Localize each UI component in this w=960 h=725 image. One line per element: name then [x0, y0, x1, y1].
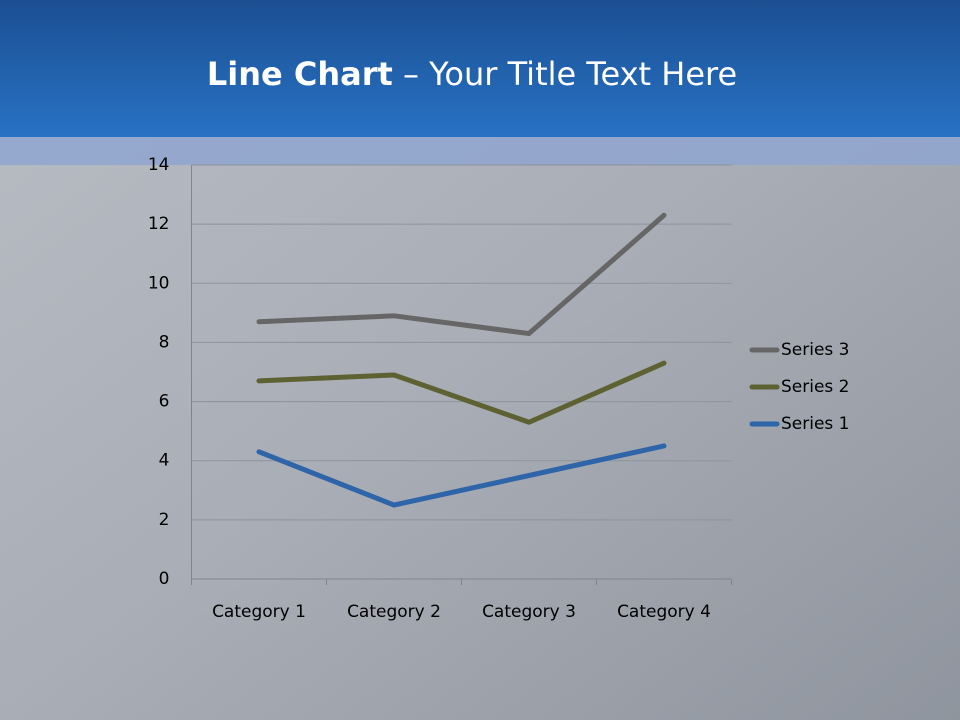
legend-label: Series 1 — [781, 414, 850, 434]
y-tick-label: 12 — [148, 214, 170, 234]
y-tick-label: 4 — [159, 451, 170, 471]
y-tick-label: 6 — [159, 392, 170, 412]
header-band — [0, 0, 960, 137]
y-tick-label: 2 — [159, 510, 170, 530]
x-tick-label: Category 1 — [212, 602, 306, 622]
title-bold: Line Chart — [207, 55, 393, 93]
series-line — [256, 360, 667, 425]
legend-label: Series 2 — [781, 377, 850, 397]
x-tick-label: Category 2 — [347, 602, 441, 622]
y-tick-label: 0 — [159, 569, 170, 589]
y-tick-label: 14 — [148, 155, 170, 175]
header-stripe — [0, 137, 960, 165]
y-tick-label: 8 — [159, 332, 170, 352]
x-tick-label: Category 4 — [617, 602, 711, 622]
title-rest: – Your Title Text Here — [403, 55, 737, 93]
series-line — [256, 212, 667, 337]
series-line — [256, 443, 667, 508]
plot-area: 0 2 4 6 8 10 12 14 Category 1 Category 2 Category … — [148, 155, 850, 622]
x-tick-label: Category 3 — [482, 602, 576, 622]
y-tick-label: 10 — [148, 273, 170, 293]
legend-label: Series 3 — [781, 340, 850, 360]
chart-title: Line Chart – Your Title Text Here — [207, 55, 737, 93]
